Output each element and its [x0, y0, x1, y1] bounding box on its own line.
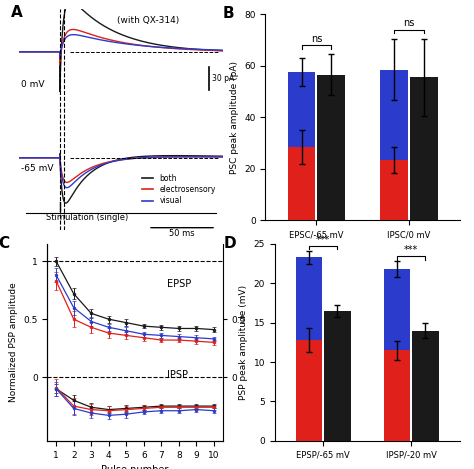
- Bar: [384, 269, 410, 350]
- Text: A: A: [11, 5, 23, 20]
- Text: -65 mV: -65 mV: [21, 164, 54, 173]
- Text: 50 ms: 50 ms: [169, 229, 195, 238]
- Text: 0 mV: 0 mV: [21, 80, 45, 89]
- Text: ns: ns: [310, 34, 322, 44]
- Bar: [288, 147, 315, 220]
- Legend: both, electrosensory, visual: both, electrosensory, visual: [139, 171, 219, 208]
- Bar: [412, 331, 438, 441]
- Y-axis label: PSP peak amplitude (mV): PSP peak amplitude (mV): [239, 285, 248, 400]
- Text: IPSP: IPSP: [167, 370, 188, 380]
- Bar: [317, 75, 345, 220]
- Text: ***: ***: [316, 235, 330, 245]
- Text: 30 pA: 30 pA: [212, 74, 234, 83]
- Bar: [324, 311, 351, 441]
- Text: D: D: [223, 236, 236, 251]
- Text: EPSP: EPSP: [167, 279, 191, 289]
- X-axis label: Pulse number: Pulse number: [101, 465, 169, 469]
- Bar: [296, 340, 322, 441]
- Y-axis label: Normalized PSP amplitude: Normalized PSP amplitude: [9, 282, 18, 402]
- Bar: [296, 257, 322, 340]
- Text: B: B: [223, 6, 234, 21]
- Bar: [288, 72, 315, 147]
- Text: (with QX-314): (with QX-314): [117, 16, 179, 25]
- Bar: [380, 160, 408, 220]
- Text: C: C: [0, 236, 9, 251]
- Text: ns: ns: [403, 18, 415, 28]
- Bar: [410, 77, 438, 220]
- Text: Stimulation (single): Stimulation (single): [46, 213, 128, 222]
- Bar: [384, 350, 410, 441]
- Bar: [380, 69, 408, 160]
- Y-axis label: PSC peak amplitude (pA): PSC peak amplitude (pA): [230, 61, 239, 174]
- Text: ***: ***: [404, 245, 419, 255]
